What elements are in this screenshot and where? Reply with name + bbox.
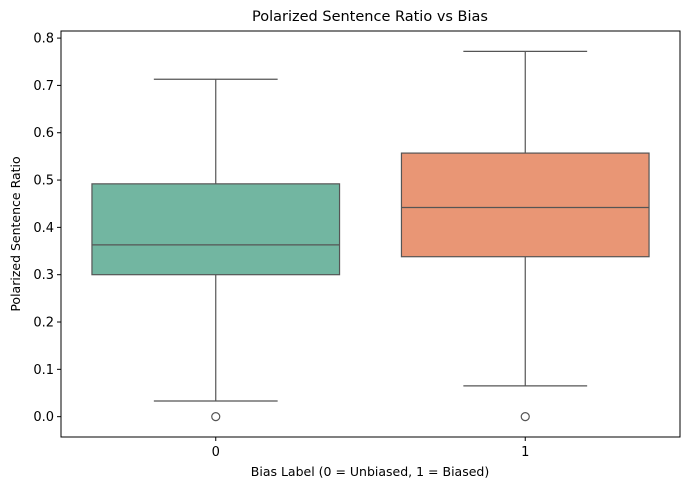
box-plot-0	[91, 78, 341, 422]
y-axis-label: Polarized Sentence Ratio	[8, 156, 23, 311]
y-tick-label: 0.1	[33, 363, 54, 378]
y-tick-label: 0.2	[33, 316, 54, 331]
y-tick-label: 0.4	[33, 221, 54, 236]
y-axis: 0.0 0.1 0.2 0.3 0.4 0.5 0.6 0.7 0.8	[33, 32, 61, 425]
iqr-box	[91, 183, 341, 276]
chart-title: Polarized Sentence Ratio vs Bias	[252, 9, 488, 25]
y-tick-label: 0.7	[33, 79, 54, 94]
iqr-box	[400, 152, 650, 258]
y-tick-label: 0.6	[33, 126, 54, 141]
y-tick-label: 0.0	[33, 410, 54, 425]
box-plot-1	[400, 50, 650, 422]
y-tick-label: 0.8	[33, 32, 54, 47]
x-axis-label: Bias Label (0 = Unbiased, 1 = Biased)	[251, 464, 489, 479]
y-tick-label: 0.5	[33, 174, 54, 189]
plot-frame	[60, 30, 681, 438]
x-tick-label: 0	[212, 445, 220, 460]
outlier-point	[520, 412, 530, 422]
outlier-point	[211, 412, 221, 422]
boxes-layer	[91, 50, 650, 422]
y-tick-label: 0.3	[33, 268, 54, 283]
x-tick-label: 1	[521, 445, 529, 460]
